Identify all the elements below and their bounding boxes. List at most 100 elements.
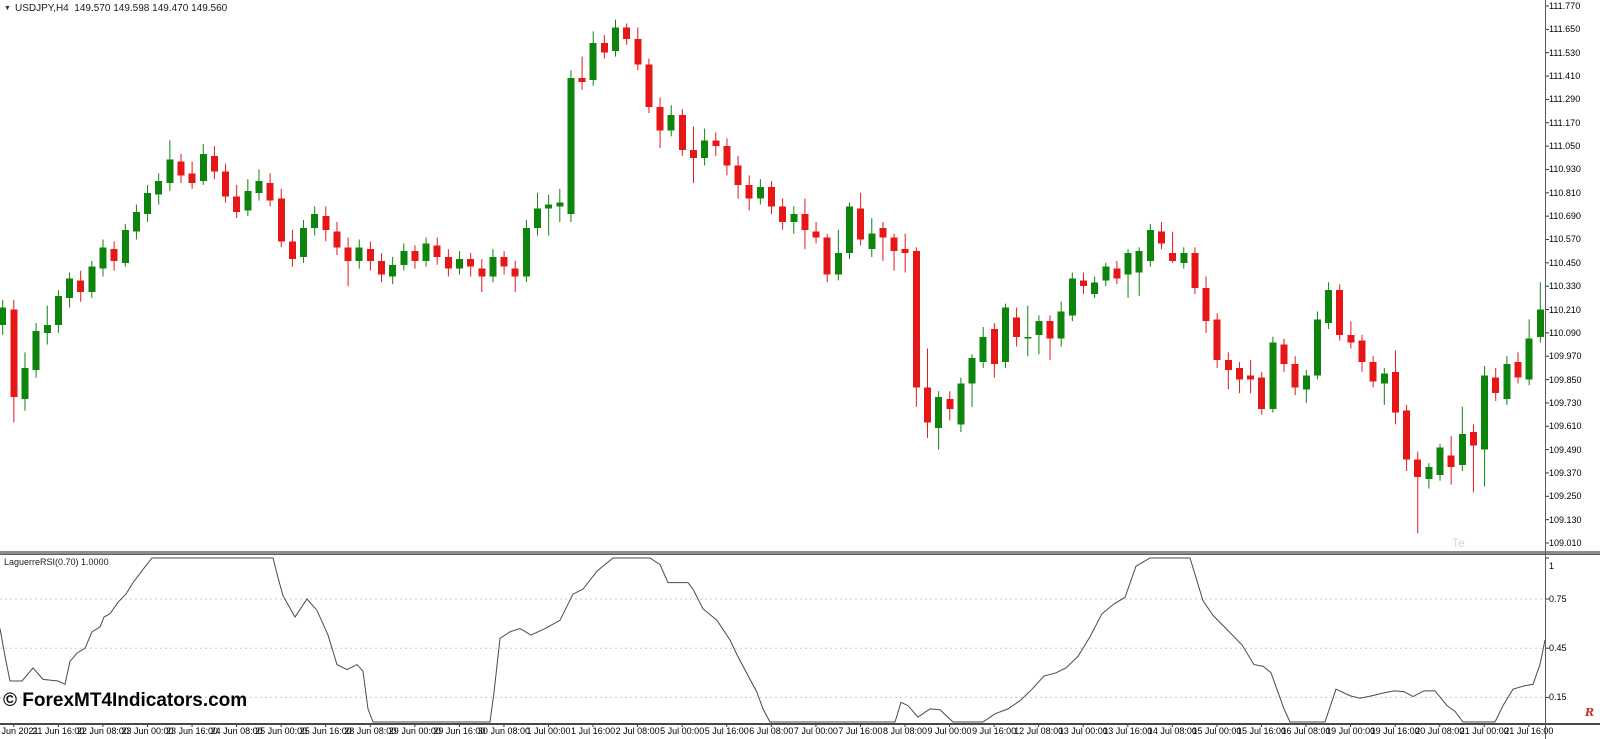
symbol-quotes: 149.570 149.598 149.470 149.560	[74, 3, 228, 14]
time-axis-label: 12 Jul 08:00	[1014, 726, 1064, 736]
bear-candle	[1013, 317, 1021, 337]
bull-candle	[534, 208, 542, 228]
watermark: © ForexMT4Indicators.com	[3, 690, 248, 711]
bear-candle	[645, 64, 653, 108]
time-axis-label: 30 Jun 08:00	[477, 726, 530, 736]
bear-candle	[1291, 364, 1299, 388]
time-axis-label: 16 Jul 08:00	[1281, 726, 1331, 736]
bull-candle	[545, 204, 553, 209]
time-axis-label: 1 Jul 16:00	[571, 726, 616, 736]
bear-candle	[1157, 231, 1165, 244]
time-axis-label: 21 Jun 16:00	[32, 726, 85, 736]
bull-candle	[567, 77, 575, 215]
bull-candle	[790, 214, 798, 222]
time-axis-label: 5 Jul 00:00	[660, 726, 705, 736]
time-axis-label: 24 Jun 08:00	[210, 726, 263, 736]
symbol-dropdown-icon[interactable]: ▼	[4, 5, 11, 12]
time-axis-label: 29 Jun 16:00	[433, 726, 486, 736]
bull-candle	[32, 330, 40, 370]
bear-candle	[467, 258, 475, 267]
bull-candle	[1180, 253, 1188, 263]
bull-candle	[43, 325, 51, 333]
bear-candle	[600, 42, 608, 53]
price-axis-label: 109.610	[1549, 421, 1582, 432]
price-axis-label: 110.930	[1549, 164, 1581, 175]
time-axis-separator	[0, 723, 1600, 725]
indicator-axis-label: 0.75	[1549, 594, 1567, 604]
price-axis-label: 110.810	[1549, 187, 1581, 198]
bear-candle	[723, 146, 731, 166]
price-axis-label: 109.370	[1549, 467, 1582, 478]
bull-candle	[522, 227, 530, 277]
bull-candle	[300, 227, 308, 257]
bull-candle	[1057, 311, 1065, 339]
indicator-label: LaguerreRSI(0.70) 1.0000	[4, 557, 109, 567]
time-axis-label: 2 Jul 08:00	[615, 726, 660, 736]
bull-candle	[389, 264, 397, 277]
indicator-axis-label: 1	[1549, 561, 1555, 571]
time-axis-label: 5 Jul 16:00	[704, 726, 749, 736]
bear-candle	[634, 39, 642, 65]
bear-candle	[10, 309, 18, 398]
bull-candle	[121, 229, 129, 263]
bear-candle	[1258, 377, 1266, 409]
bear-candle	[990, 328, 998, 365]
bull-candle	[1481, 375, 1489, 450]
time-axis-label: 21 Jun 2021	[0, 726, 39, 736]
bull-candle	[701, 140, 709, 158]
bear-candle	[222, 171, 230, 197]
price-axis-label: 109.970	[1549, 351, 1582, 362]
time-axis-label: 13 Jul 00:00	[1058, 726, 1108, 736]
bull-candle	[0, 307, 7, 326]
bear-candle	[779, 206, 787, 222]
bear-candle	[734, 165, 742, 186]
bull-candle	[99, 247, 107, 269]
bull-candle	[1091, 282, 1099, 294]
indicator-axis-label: 0.45	[1549, 643, 1567, 654]
bull-candle	[556, 202, 564, 207]
bear-candle	[266, 183, 274, 201]
bear-candle	[690, 149, 698, 158]
bull-candle	[845, 206, 853, 254]
bull-candle	[132, 212, 140, 232]
bear-candle	[1079, 280, 1087, 287]
bear-candle	[823, 237, 831, 275]
time-axis-label: 8 Jul 08:00	[882, 726, 928, 736]
time-axis-label: 13 Jul 16:00	[1103, 726, 1153, 736]
bear-candle	[1213, 319, 1221, 361]
bull-candle	[199, 153, 207, 182]
bear-candle	[444, 256, 452, 269]
bear-candle	[912, 251, 920, 388]
bear-candle	[890, 237, 898, 252]
bear-candle	[1247, 375, 1255, 380]
symbol-info: USDJPY,H4 149.570 149.598 149.470 149.56…	[15, 3, 227, 14]
bull-candle	[21, 367, 29, 400]
bull-candle	[1102, 266, 1110, 281]
price-axis-label: 111.530	[1549, 47, 1581, 58]
bear-candle	[1113, 268, 1121, 279]
bull-candle	[66, 278, 74, 298]
time-axis-label: 20 Jul 08:00	[1415, 726, 1465, 736]
bull-candle	[1135, 251, 1143, 273]
bear-candle	[946, 399, 954, 409]
pane-separator[interactable]	[0, 551, 1600, 555]
bear-candle	[1492, 377, 1500, 394]
bull-candle	[1269, 342, 1277, 409]
indicator-axis-label: 0.15	[1549, 692, 1567, 703]
bull-candle	[979, 336, 987, 363]
bull-candle	[1458, 434, 1466, 466]
price-axis-label: 109.130	[1549, 514, 1582, 525]
bull-candle	[1436, 447, 1444, 475]
bull-candle	[1124, 253, 1132, 275]
bull-candle	[1313, 319, 1321, 376]
bear-candle	[812, 231, 820, 238]
laguerre-rsi-line	[0, 557, 1546, 723]
bear-candle	[901, 249, 909, 254]
bear-candle	[656, 107, 664, 131]
price-axis-label: 110.570	[1549, 234, 1581, 245]
bear-candle	[322, 216, 330, 230]
bear-candle	[801, 214, 809, 230]
bear-candle	[188, 173, 196, 184]
bear-candle	[1169, 253, 1177, 261]
